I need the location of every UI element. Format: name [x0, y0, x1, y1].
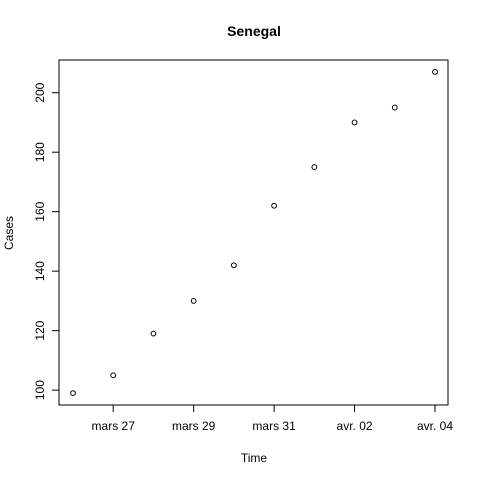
y-tick-label: 160	[33, 201, 47, 221]
y-tick-label: 120	[33, 320, 47, 340]
data-point	[150, 330, 157, 337]
data-point	[391, 104, 398, 111]
data-point	[110, 372, 117, 379]
data-point	[271, 202, 278, 209]
data-point	[70, 390, 76, 397]
y-tick-label: 100	[33, 380, 47, 400]
x-axis: mars 27 mars 29 mars 31 avr. 02 avr. 04	[92, 404, 453, 433]
y-tick-label: 200	[33, 82, 47, 102]
y-axis: 100 120 140 160 180 200	[33, 82, 60, 400]
data-points	[70, 68, 438, 397]
x-axis-label: Time	[241, 451, 268, 465]
y-axis-label: Cases	[2, 216, 16, 250]
x-tick-label: avr. 02	[337, 419, 373, 433]
data-point	[351, 119, 358, 126]
data-point	[432, 68, 438, 75]
x-tick-label: avr. 04	[417, 419, 453, 433]
x-tick-label: mars 31	[252, 419, 296, 433]
chart-title: Senegal	[227, 23, 281, 39]
x-tick-label: mars 27	[92, 419, 136, 433]
data-point	[190, 298, 197, 304]
x-tick-label: mars 29	[172, 419, 216, 433]
data-point	[311, 164, 318, 170]
data-point	[230, 262, 237, 269]
y-tick-label: 180	[33, 142, 47, 162]
y-tick-label: 140	[33, 261, 47, 281]
